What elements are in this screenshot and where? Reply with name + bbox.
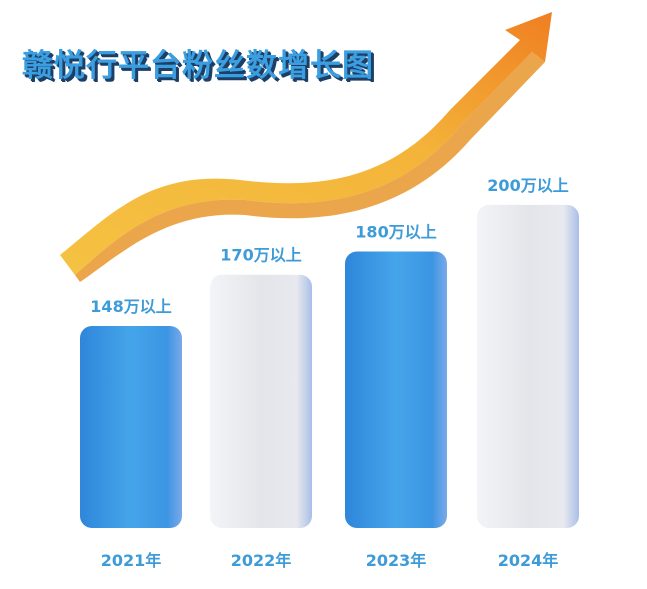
bar-2022年 xyxy=(210,274,312,528)
data-label: 200万以上 xyxy=(487,176,568,195)
data-label: 170万以上 xyxy=(220,246,301,265)
data-label: 148万以上 xyxy=(90,297,171,316)
bar-2023年 xyxy=(345,251,447,528)
bar-2021年 xyxy=(80,326,182,528)
x-tick-label: 2024年 xyxy=(498,551,559,570)
chart-title: 赣悦行平台粉丝数增长图 xyxy=(22,48,374,84)
bar-2024年 xyxy=(477,204,579,528)
data-label: 180万以上 xyxy=(355,222,436,241)
x-tick-label: 2022年 xyxy=(231,551,292,570)
x-tick-label: 2021年 xyxy=(101,551,162,570)
x-tick-label: 2023年 xyxy=(366,551,427,570)
